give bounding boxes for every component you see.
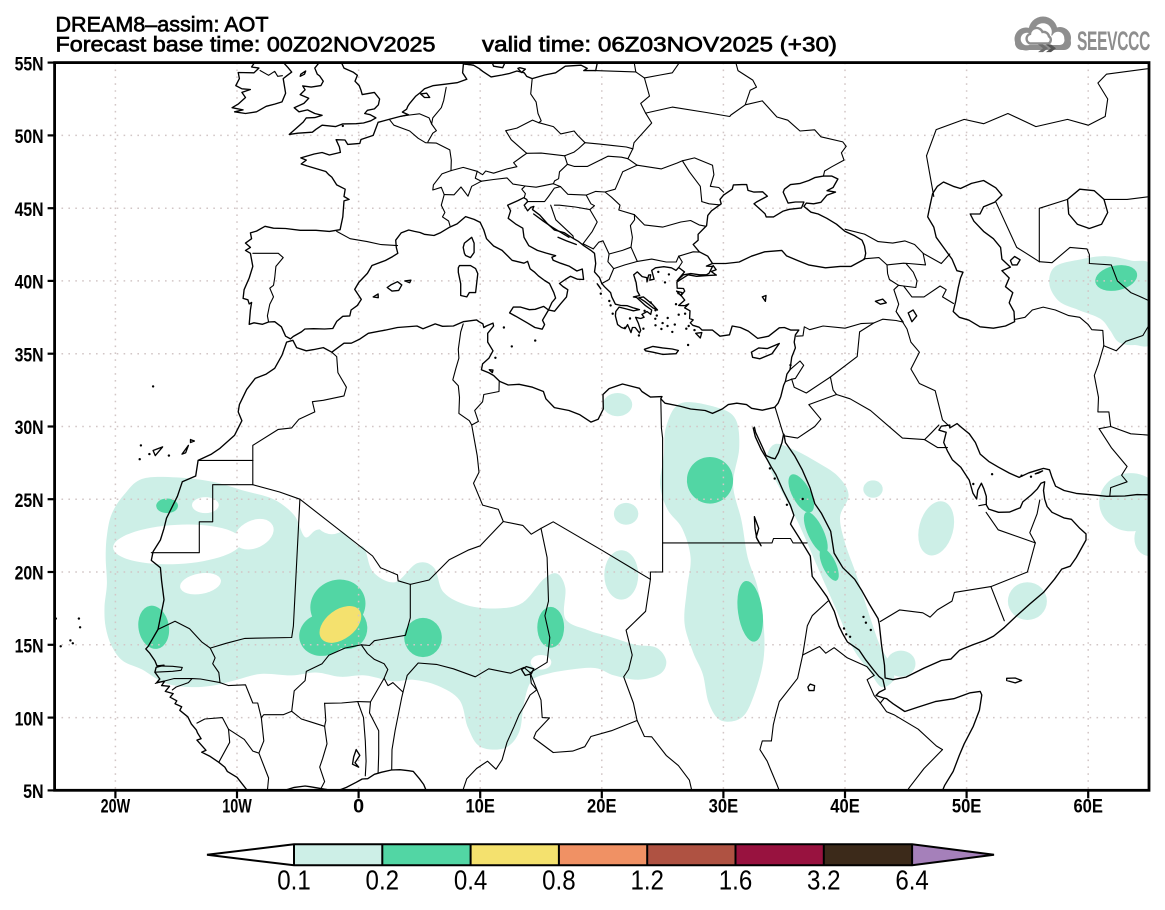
svg-text:40E: 40E <box>830 796 860 818</box>
svg-text:10E: 10E <box>465 796 495 818</box>
svg-text:0: 0 <box>353 796 364 818</box>
svg-text:0.8: 0.8 <box>542 865 576 896</box>
svg-text:10N: 10N <box>15 708 44 730</box>
svg-text:20N: 20N <box>15 563 44 585</box>
svg-text:20W: 20W <box>101 796 131 818</box>
svg-text:30E: 30E <box>709 796 739 818</box>
svg-text:Forecast base time: 00Z02NOV20: Forecast base time: 00Z02NOV2025 <box>56 33 436 56</box>
svg-text:0.2: 0.2 <box>366 865 400 896</box>
svg-text:45N: 45N <box>15 199 44 221</box>
svg-text:1.2: 1.2 <box>630 865 664 896</box>
svg-text:60E: 60E <box>1073 796 1103 818</box>
svg-text:25N: 25N <box>15 490 44 512</box>
svg-text:55N: 55N <box>15 53 44 75</box>
svg-text:50N: 50N <box>15 126 44 148</box>
svg-text:1.6: 1.6 <box>719 865 753 896</box>
svg-text:50E: 50E <box>952 796 982 818</box>
svg-text:valid time: 06Z03NOV2025 (+30): valid time: 06Z03NOV2025 (+30) <box>482 33 837 56</box>
svg-text:DREAM8–assim: AOT: DREAM8–assim: AOT <box>56 14 269 37</box>
svg-text:40N: 40N <box>15 272 44 294</box>
svg-text:6.4: 6.4 <box>895 865 929 896</box>
svg-text:3.2: 3.2 <box>807 865 841 896</box>
svg-text:5N: 5N <box>23 781 44 803</box>
svg-text:0.1: 0.1 <box>277 865 311 896</box>
svg-text:SEEVCCC: SEEVCCC <box>1077 26 1150 56</box>
svg-text:0.4: 0.4 <box>454 865 488 896</box>
svg-text:35N: 35N <box>15 344 44 366</box>
svg-text:30N: 30N <box>15 417 44 439</box>
svg-text:10W: 10W <box>222 796 252 818</box>
svg-text:20E: 20E <box>587 796 617 818</box>
svg-text:15N: 15N <box>15 636 44 658</box>
